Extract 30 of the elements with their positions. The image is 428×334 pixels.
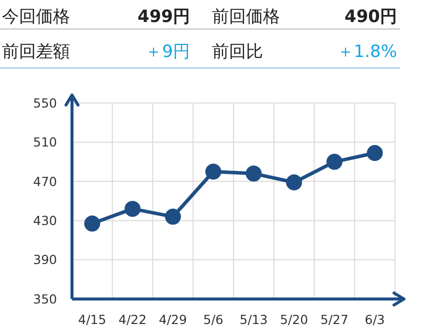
point [246, 166, 262, 182]
point [164, 208, 181, 225]
y-tick-label: 510 [33, 134, 58, 150]
text: 前回価格 [212, 7, 280, 27]
x-tick-label: 5/20 [280, 312, 308, 327]
x-tick-label: 4/22 [118, 312, 147, 327]
text: ＋1.8% [336, 42, 397, 62]
y-tick-label: 470 [33, 174, 58, 189]
text: 前回比 [212, 42, 263, 62]
y-tick-label: 350 [33, 291, 58, 306]
x-tick-label: 5/13 [240, 312, 268, 327]
point [366, 144, 383, 161]
text: 前回差額 [2, 42, 70, 62]
text: 490円 [344, 7, 397, 27]
x-tick-label: 5/27 [320, 312, 348, 327]
point [286, 174, 302, 190]
point [326, 154, 342, 170]
text: 499円 [138, 7, 190, 27]
point [84, 216, 100, 232]
x-tick-label: 6/3 [364, 312, 385, 327]
text: ＋9円 [145, 42, 190, 62]
x-tick-label: 5/6 [203, 312, 224, 327]
text: 今回価格 [2, 7, 70, 27]
y-tick-label: 550 [33, 95, 58, 110]
x-tick-label: 4/29 [158, 312, 188, 327]
point [124, 200, 141, 217]
point [205, 164, 222, 180]
y-tick-label: 430 [33, 212, 58, 228]
y-tick-label: 390 [33, 252, 58, 268]
x-tick-label: 4/15 [78, 312, 106, 327]
